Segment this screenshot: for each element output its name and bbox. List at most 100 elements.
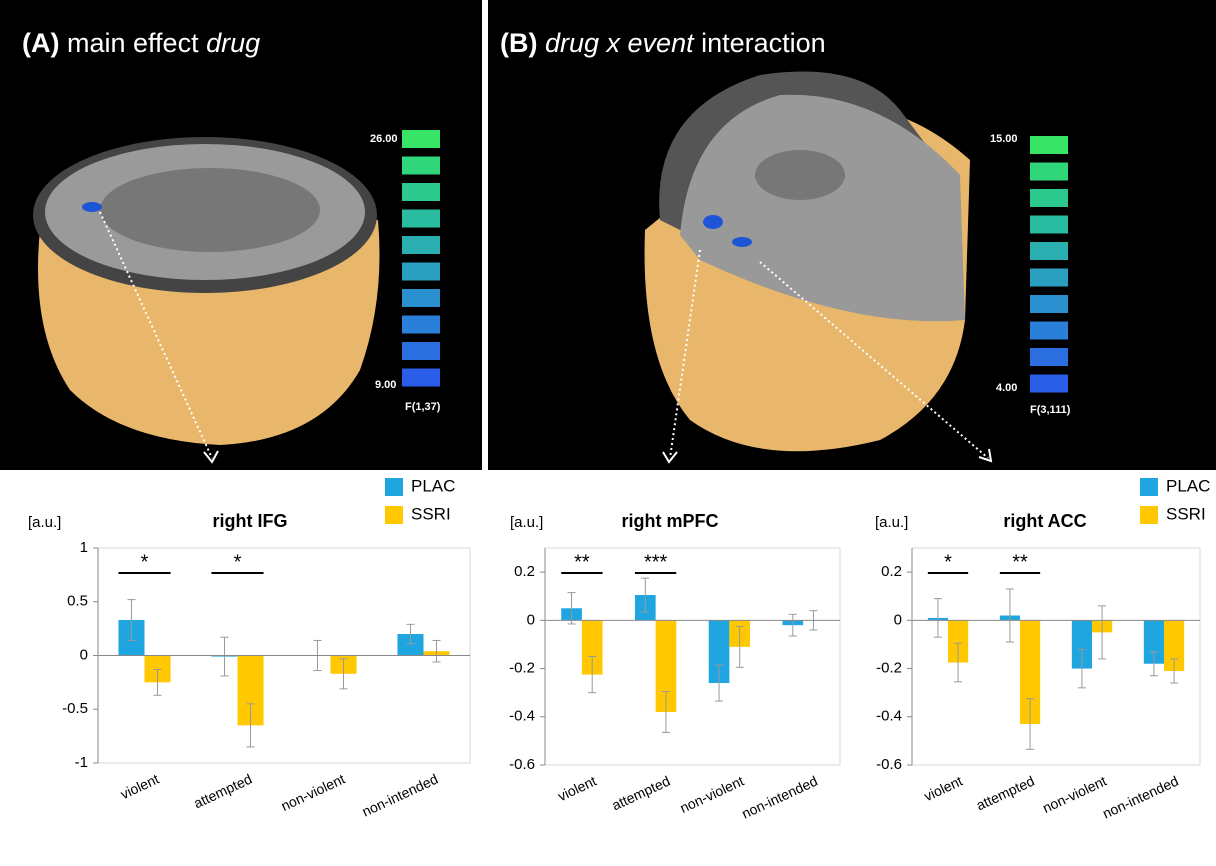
y-tick-label: 0.2 (514, 563, 535, 580)
colorbar-min: 4.00 (996, 382, 1017, 394)
chart-title: right IFG (213, 511, 288, 531)
colorbar-block (1030, 295, 1068, 313)
panel-title: (A) main effect drug (22, 28, 260, 58)
y-tick-label: -0.2 (876, 660, 902, 677)
y-tick-label: 1 (80, 539, 88, 556)
bar (655, 620, 677, 712)
legend-label: SSRI (1166, 504, 1206, 523)
legend-swatch (1140, 478, 1158, 496)
chart-title: right ACC (1003, 511, 1086, 531)
legend-label: SSRI (411, 504, 451, 523)
colorbar-block (402, 289, 440, 307)
colorbar-max: 26.00 (370, 133, 398, 145)
y-tick-label: -0.6 (876, 756, 902, 773)
colorbar-block (402, 209, 440, 228)
error-bar (220, 636, 229, 677)
colorbar-label: F(1,37) (405, 401, 441, 413)
error-bar (788, 613, 797, 637)
error-bar (432, 639, 441, 663)
colorbar-max: 15.00 (990, 133, 1018, 145)
colorbar-block (1030, 321, 1068, 340)
y-tick-label: 0 (894, 611, 902, 628)
significance: ** (574, 551, 590, 573)
colorbar-block (1030, 162, 1068, 181)
y-tick-label: -0.6 (509, 756, 535, 773)
title-plain: main effect (67, 28, 199, 58)
colorbar-block (402, 183, 440, 201)
error-bar (1170, 658, 1179, 684)
error-bar (127, 599, 136, 641)
title-italic: drug x event (545, 28, 695, 58)
y-axis-label: [a.u.] (28, 514, 61, 531)
error-bar (933, 598, 942, 638)
error-bar (641, 577, 650, 613)
divider (482, 0, 488, 866)
brain-render (644, 71, 993, 464)
colorbar-min: 9.00 (375, 379, 396, 391)
y-tick-label: 0 (80, 646, 88, 663)
significance: ** (1012, 551, 1028, 573)
bar (581, 620, 603, 675)
y-tick-label: -0.5 (62, 700, 88, 717)
y-tick-label: 0.5 (67, 593, 88, 610)
panel-label: (B) (500, 28, 537, 58)
title-plain: interaction (701, 28, 826, 58)
brain-render (33, 137, 380, 464)
bar (948, 620, 969, 663)
y-tick-label: -0.4 (876, 708, 902, 725)
chart-title: right mPFC (622, 511, 719, 531)
colorbar-block (1030, 215, 1068, 234)
error-bar (406, 623, 415, 645)
y-axis-label: [a.u.] (875, 514, 908, 531)
y-tick-label: -0.4 (509, 708, 535, 725)
legend-label: PLAC (411, 476, 455, 495)
error-bar (246, 703, 255, 748)
error-bar (1149, 651, 1158, 677)
bar (1164, 620, 1185, 671)
colorbar-block (1030, 189, 1068, 207)
chart-panel (488, 470, 1216, 866)
colorbar-block (1030, 348, 1068, 366)
y-tick-label: -1 (75, 754, 88, 771)
significance: *** (644, 551, 668, 573)
colorbar-block (1030, 374, 1068, 393)
colorbar: 15.00 4.00 F(3,111) (990, 133, 1071, 416)
y-tick-label: 0.2 (881, 563, 902, 580)
bar (708, 620, 730, 684)
error-bar (661, 690, 670, 733)
panel-title: (B) drug x event interaction (500, 28, 826, 58)
significance: * (944, 551, 952, 573)
title-italic: drug (206, 28, 260, 58)
colorbar-block (1030, 268, 1068, 287)
colorbar: 26.00 9.00 F(1,37) (370, 130, 441, 413)
error-bar (588, 656, 597, 694)
legend-label: PLAC (1166, 476, 1210, 495)
y-tick-label: 0 (527, 611, 535, 628)
bar (1143, 620, 1164, 664)
colorbar-block (1030, 242, 1068, 260)
colorbar-block (402, 156, 440, 175)
bar (1071, 620, 1092, 669)
colorbar-block (402, 342, 440, 360)
colorbar-block (402, 315, 440, 334)
error-bar (567, 592, 576, 625)
legend-swatch (1140, 506, 1158, 524)
error-bar (1026, 698, 1035, 750)
error-bar (954, 642, 963, 683)
y-tick-label: -0.2 (509, 660, 535, 677)
error-bar (153, 668, 162, 696)
bar (397, 634, 424, 656)
error-bar (339, 658, 348, 690)
colorbar-block (402, 130, 440, 148)
significance: * (141, 551, 149, 573)
error-bar (715, 664, 724, 702)
significance: * (234, 551, 242, 573)
error-bar (1098, 605, 1107, 660)
colorbar-block (402, 236, 440, 254)
colorbar-block (402, 368, 440, 387)
legend-swatch (385, 478, 403, 496)
error-bar (735, 625, 744, 668)
colorbar-block (1030, 136, 1068, 154)
y-axis-label: [a.u.] (510, 514, 543, 531)
